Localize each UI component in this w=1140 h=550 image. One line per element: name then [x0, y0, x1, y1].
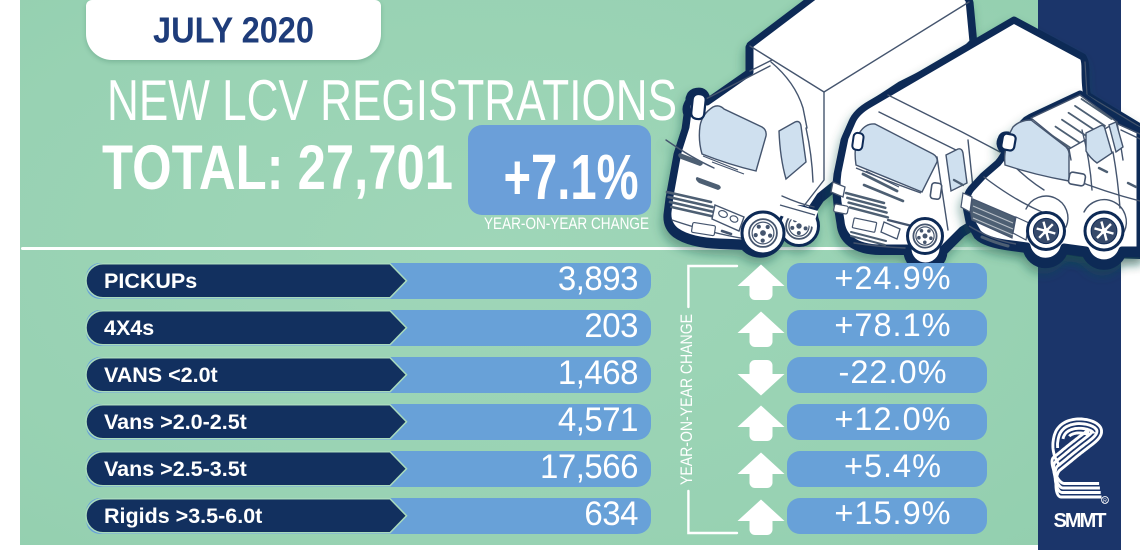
- svg-text:+7.1%: +7.1%: [504, 141, 639, 213]
- svg-text:JULY 2020: JULY 2020: [153, 10, 314, 51]
- svg-text:YEAR-ON-YEAR CHANGE: YEAR-ON-YEAR CHANGE: [678, 314, 696, 485]
- svg-text:R: R: [1103, 499, 1107, 505]
- svg-text:YEAR-ON-YEAR CHANGE: YEAR-ON-YEAR CHANGE: [484, 214, 649, 233]
- svg-text:TOTAL: 27,701: TOTAL: 27,701: [102, 133, 453, 203]
- svg-text:SMMT: SMMT: [1054, 510, 1107, 532]
- svg-text:NEW LCV REGISTRATIONS: NEW LCV REGISTRATIONS: [107, 69, 677, 133]
